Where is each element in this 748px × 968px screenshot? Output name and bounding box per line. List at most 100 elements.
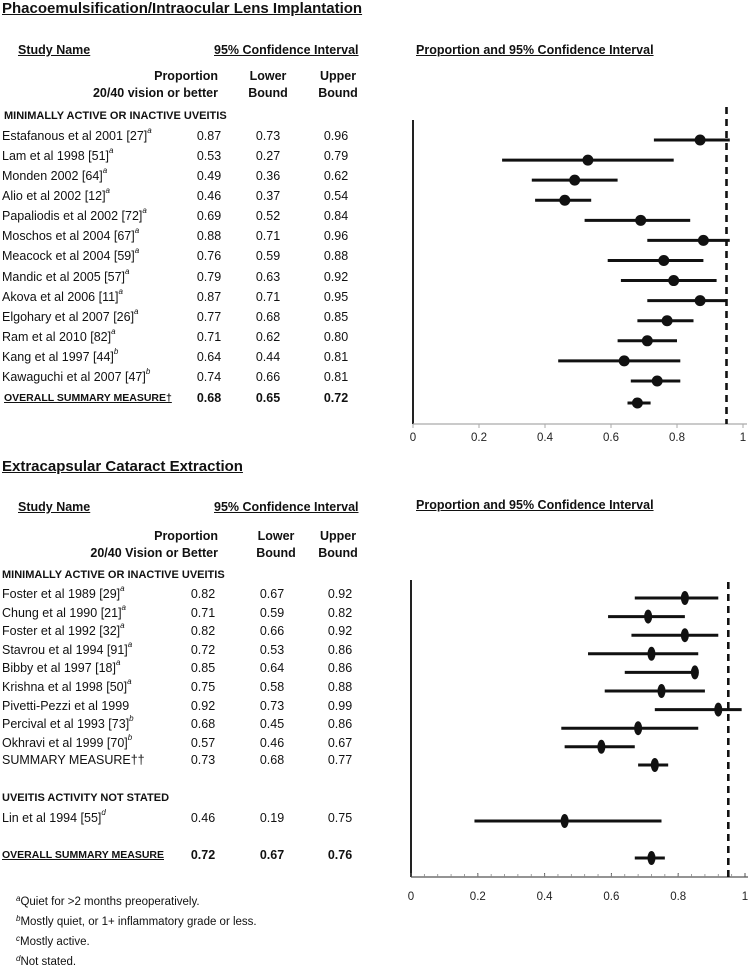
study-name-text: Lam et al 1998 [51] bbox=[2, 149, 110, 164]
panel-2-section-label-1: MINIMALLY ACTIVE OR INACTIVE UVEITIS bbox=[2, 569, 225, 581]
upper-bound-value: 0.85 bbox=[323, 309, 349, 324]
lower-bound-value: 0.19 bbox=[259, 811, 285, 825]
study-name-text: Okhravi et al 1999 [70] bbox=[2, 735, 128, 750]
panel-1-section-label: MINIMALLY ACTIVE OR INACTIVE UVEITIS bbox=[4, 110, 227, 122]
upper-bound-value: 0.67 bbox=[327, 735, 353, 750]
footnote-marker: a bbox=[142, 206, 147, 216]
upper-bound-value: 0.92 bbox=[327, 624, 353, 639]
x-tick-label: 0.6 bbox=[603, 891, 619, 903]
study-name: Foster et al 1989 [29]a bbox=[2, 584, 125, 601]
footnote-marker: a bbox=[125, 266, 130, 276]
x-tick-label: 0.6 bbox=[603, 432, 619, 444]
upper-bound-value: 0.95 bbox=[323, 289, 349, 304]
panel-1-study-name-header: Study Name bbox=[18, 43, 91, 57]
footnote-marker: a bbox=[109, 146, 114, 156]
lower-bound-value: 0.27 bbox=[255, 149, 281, 164]
study-row-point bbox=[680, 628, 689, 643]
study-name-text: Moschos et al 2004 [67] bbox=[2, 229, 135, 244]
proportion-value: 0.87 bbox=[196, 289, 222, 304]
study-row-point bbox=[658, 254, 670, 266]
x-tick-label: 1 bbox=[742, 891, 748, 903]
panel-1-overall-lower: 0.65 bbox=[255, 391, 281, 405]
lower-bound-value: 0.53 bbox=[259, 642, 285, 657]
study-name-text: Akova et al 2006 [11] bbox=[2, 289, 119, 304]
study-name-text: Mandic et al 2005 [57] bbox=[2, 269, 125, 284]
footnote: cMostly active. bbox=[16, 934, 90, 948]
lower-bound-value: 0.58 bbox=[259, 680, 285, 694]
study-name-text: Krishna et al 1998 [50] bbox=[2, 680, 128, 694]
lower-bound-value: 0.46 bbox=[259, 735, 285, 750]
upper-bound-value: 0.86 bbox=[327, 642, 353, 657]
panel-2-summary-upper: 0.77 bbox=[327, 753, 353, 767]
proportion-value: 0.75 bbox=[190, 680, 216, 694]
proportion-value: 0.46 bbox=[190, 811, 216, 825]
upper-bound-value: 0.86 bbox=[327, 717, 353, 732]
study-name: Pivetti-Pezzi et al 1999 bbox=[2, 699, 129, 713]
study-row-point bbox=[644, 609, 653, 624]
lower-bound-value: 0.62 bbox=[255, 329, 281, 344]
proportion-value: 0.88 bbox=[196, 229, 222, 244]
panel-2-upper-header: Upper Bound bbox=[310, 528, 366, 562]
study-name-text: Ram et al 2010 [82] bbox=[2, 329, 112, 344]
footnote-marker: b bbox=[145, 366, 151, 376]
upper-bound-value: 0.81 bbox=[323, 369, 349, 384]
panel-2-section-label-2: UVEITIS ACTIVITY NOT STATED bbox=[2, 792, 170, 804]
study-name-text: Foster et al 1989 [29] bbox=[2, 587, 121, 601]
study-name-text: Meacock et al 2004 [59] bbox=[2, 249, 135, 264]
study-row-point bbox=[661, 315, 673, 327]
study-name: Mandic et al 2005 [57]a bbox=[2, 266, 130, 284]
proportion-value: 0.69 bbox=[196, 209, 222, 224]
study-name: Alio et al 2002 [12]a bbox=[2, 186, 110, 203]
lower-bound-value: 0.68 bbox=[255, 309, 281, 324]
proportion-value: 0.92 bbox=[190, 698, 216, 713]
panel-1-overall-label: OVERALL SUMMARY MEASURE† bbox=[4, 392, 172, 404]
upper-bound-value: 0.82 bbox=[327, 605, 353, 620]
panel-2-summary-proportion: 0.73 bbox=[190, 753, 216, 767]
study-name-text: Percival et al 1993 [73] bbox=[2, 717, 130, 732]
study-row-point bbox=[569, 174, 581, 186]
lower-header-line2: Bound bbox=[248, 86, 288, 100]
study-row-point bbox=[690, 665, 699, 680]
proportion-value: 0.87 bbox=[196, 129, 222, 143]
panel-2-proportion-header: Proportion 20/40 Vision or Better bbox=[60, 528, 218, 562]
lower-bound-value: 0.45 bbox=[259, 717, 285, 732]
panel-1-proportion-header: Proportion 20/40 vision or better bbox=[60, 68, 218, 102]
footnote-marker: c bbox=[16, 934, 20, 943]
study-name: Stavrou et al 1994 [91]a bbox=[2, 639, 133, 657]
footnote-marker: b bbox=[113, 346, 119, 356]
panel-2-overall-proportion: 0.72 bbox=[190, 848, 216, 862]
study-row-point bbox=[559, 194, 571, 206]
proportion-value: 0.57 bbox=[190, 735, 216, 750]
study-name: Lin et al 1994 [55]d bbox=[2, 808, 106, 825]
proportion-header-line2: 20/40 Vision or Better bbox=[90, 546, 218, 560]
lower-bound-value: 0.71 bbox=[255, 229, 281, 244]
study-name-text: Estafanous et al 2001 [27] bbox=[2, 129, 148, 143]
upper-bound-value: 0.92 bbox=[327, 587, 353, 601]
study-name-text: Kang et al 1997 [44] bbox=[2, 349, 114, 364]
lower-header-line1: Lower bbox=[249, 69, 287, 83]
study-row-point bbox=[714, 702, 723, 717]
proportion-value: 0.46 bbox=[196, 189, 222, 204]
proportion-value: 0.64 bbox=[196, 349, 222, 364]
proportion-value: 0.76 bbox=[196, 249, 222, 264]
x-tick-label: 0 bbox=[410, 432, 416, 444]
lower-bound-value: 0.73 bbox=[259, 698, 285, 713]
footnote-marker: a bbox=[120, 584, 125, 593]
footnote: aQuiet for >2 months preoperatively. bbox=[16, 894, 200, 908]
footnote-text: Mostly quiet, or 1+ inflammatory grade o… bbox=[20, 916, 257, 928]
proportion-header-line1: Proportion bbox=[154, 529, 218, 543]
study-row-point bbox=[618, 355, 630, 367]
study-row-point bbox=[560, 814, 569, 828]
upper-header-line2: Bound bbox=[318, 546, 358, 560]
study-row-point bbox=[635, 214, 647, 226]
study-row-point bbox=[657, 684, 666, 698]
footnote-marker: a bbox=[127, 639, 133, 649]
x-tick-label: 1 bbox=[740, 432, 746, 444]
footnote-marker: a bbox=[118, 286, 123, 296]
study-name-text: Pivetti-Pezzi et al 1999 bbox=[2, 698, 130, 713]
study-row-point bbox=[697, 234, 709, 246]
footnote-marker: d bbox=[16, 954, 21, 963]
study-name: Estafanous et al 2001 [27]a bbox=[2, 126, 152, 143]
lower-bound-value: 0.66 bbox=[259, 624, 285, 639]
